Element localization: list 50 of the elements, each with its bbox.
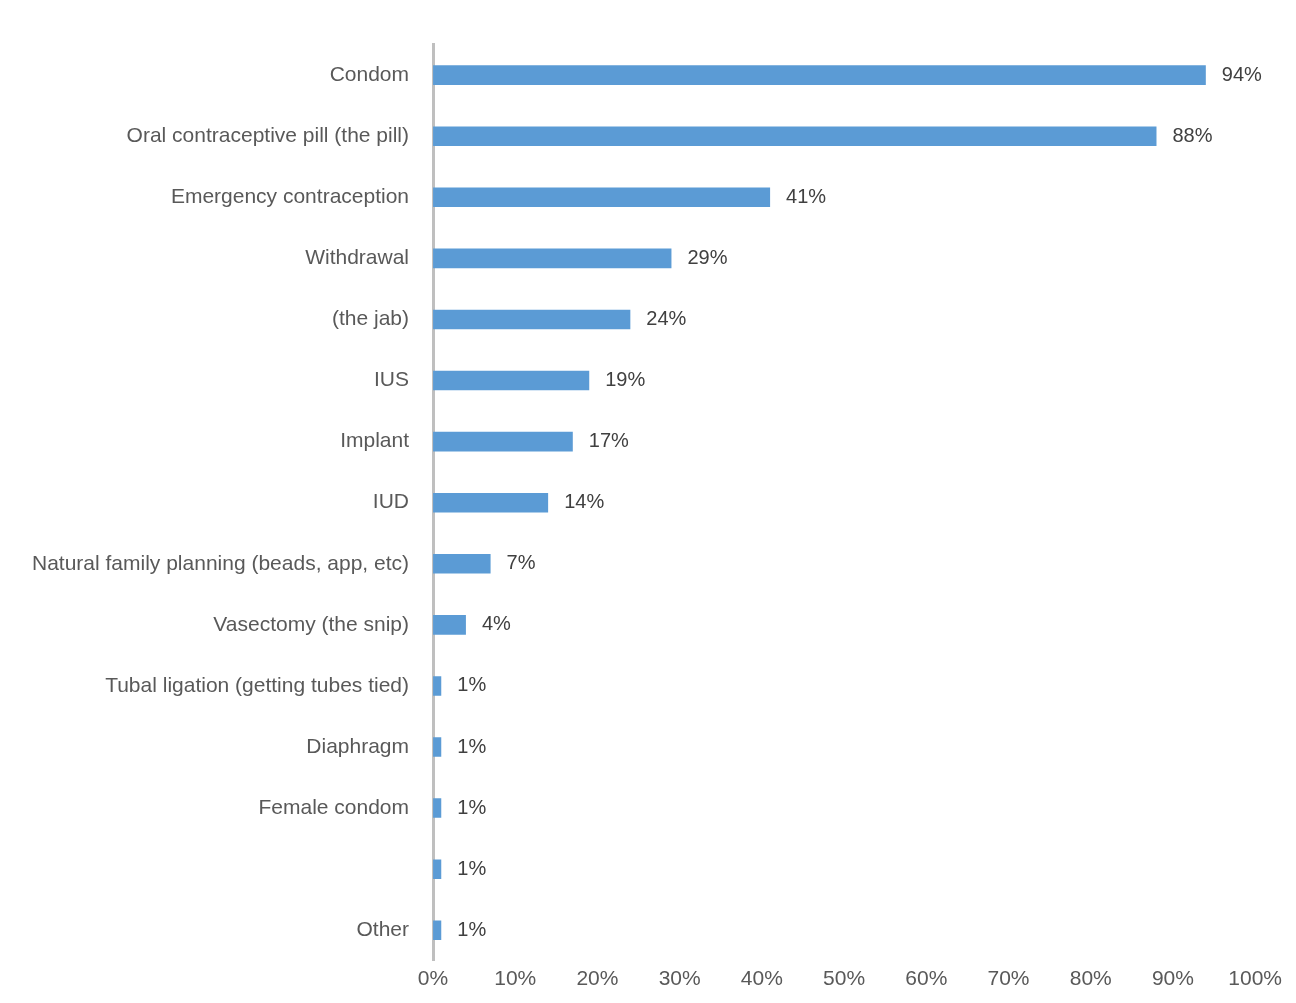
y-tick-label: Other — [356, 917, 410, 941]
y-tick-label: IUD — [372, 489, 410, 513]
y-tick-label: Natural family planning (beads, app, etc) — [31, 550, 410, 574]
bar — [433, 126, 1157, 146]
bar — [433, 187, 771, 208]
y-tick-label: Diaphragm — [306, 733, 410, 757]
bar — [433, 248, 672, 269]
x-tick-label: 20% — [576, 966, 619, 990]
data-label: 14% — [564, 490, 605, 513]
y-tick-label: Emergency contraception — [170, 184, 410, 208]
y-tick-label: Vasectomy (the snip) — [213, 611, 410, 635]
x-tick-label: 100% — [1228, 966, 1282, 990]
bar — [433, 554, 491, 574]
y-tick-label: Implant — [340, 428, 410, 452]
data-label: 17% — [588, 429, 630, 452]
data-label: 1% — [457, 856, 487, 879]
y-tick-label: Oral contraceptive pill (the pill) — [126, 123, 410, 147]
x-tick-label: 40% — [740, 966, 783, 990]
bar — [433, 431, 573, 452]
x-tick-label: 80% — [1069, 966, 1112, 990]
x-tick-label: 60% — [905, 966, 948, 990]
bar — [433, 492, 549, 513]
data-label: 24% — [646, 306, 687, 329]
data-label: 94% — [1221, 62, 1263, 85]
y-tick-label: Withdrawal — [305, 245, 410, 269]
x-tick-label: 0% — [417, 966, 449, 990]
bar — [433, 65, 1206, 85]
x-tick-label: 10% — [494, 966, 537, 990]
x-tick-label: 90% — [1151, 966, 1194, 990]
bar — [433, 615, 466, 635]
data-label: 29% — [687, 245, 728, 268]
x-tick-label: 30% — [658, 966, 701, 990]
data-label: 1% — [457, 917, 487, 940]
y-tick-label: Female condom — [258, 794, 410, 818]
data-label: 1% — [457, 734, 487, 757]
data-label: 41% — [786, 184, 827, 207]
data-label: 1% — [457, 673, 487, 696]
data-label: 7% — [506, 551, 536, 574]
y-tick-label: (the jab) — [331, 306, 410, 330]
data-label: 19% — [605, 368, 646, 391]
x-tick-label: 50% — [823, 966, 866, 990]
data-label: 1% — [457, 795, 487, 818]
data-label: 88% — [1172, 123, 1213, 146]
x-tick-label: 70% — [987, 966, 1030, 990]
y-tick-label: IUS — [374, 367, 410, 391]
y-tick-label: Condom — [329, 61, 410, 85]
bar — [433, 309, 631, 330]
y-tick-label: Tubal ligation (getting tubes tied) — [105, 672, 410, 696]
data-label: 4% — [481, 612, 512, 635]
bar — [433, 370, 590, 391]
